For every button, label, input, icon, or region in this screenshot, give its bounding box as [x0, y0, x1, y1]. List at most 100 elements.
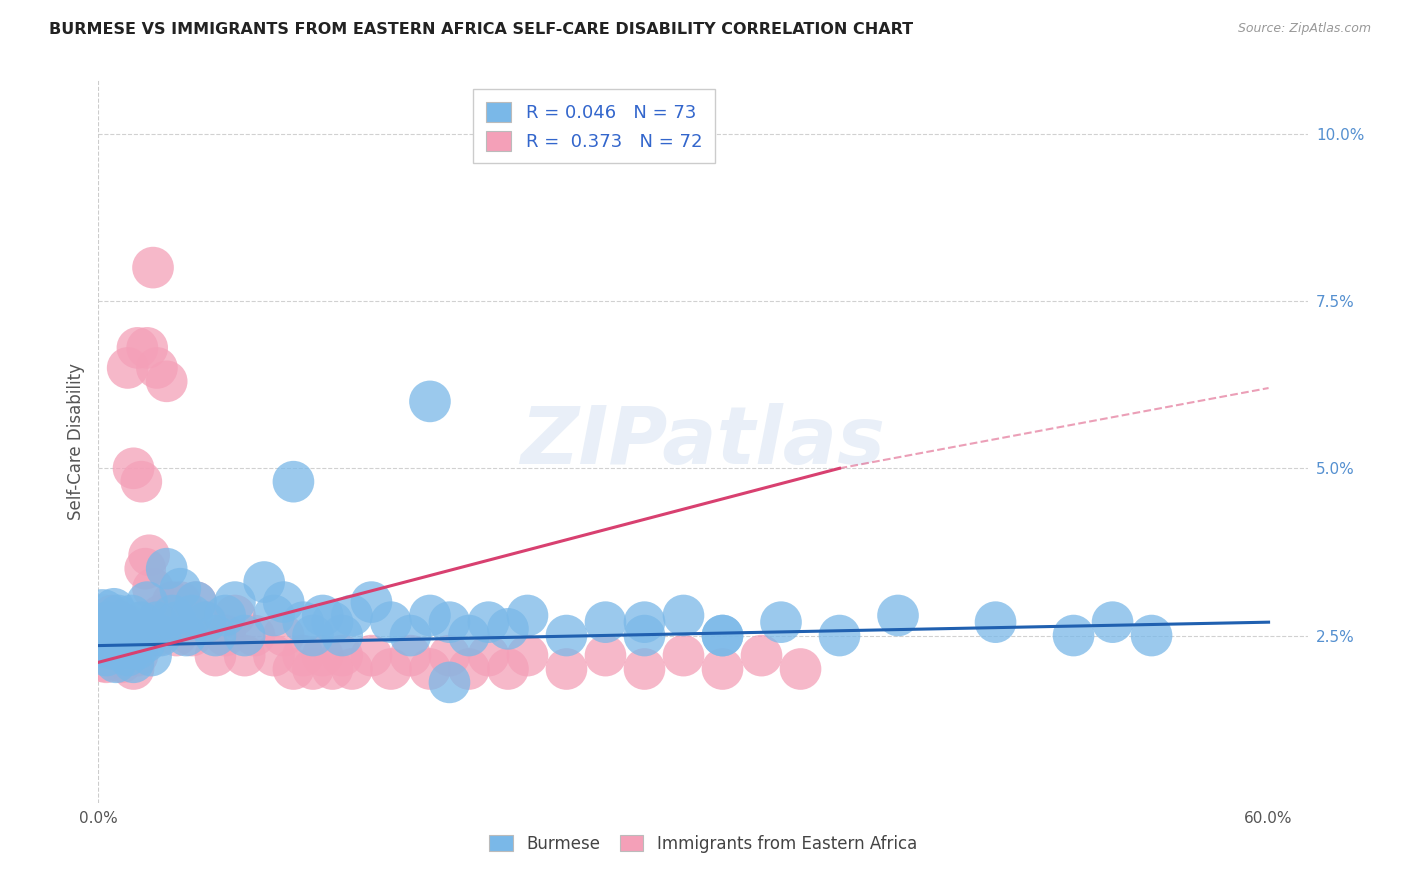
Point: [156, 374, 179, 388]
Point: [214, 608, 236, 623]
Point: [118, 648, 141, 663]
Point: [117, 622, 139, 636]
Point: [101, 642, 124, 657]
Point: [139, 648, 162, 663]
Point: [263, 608, 285, 623]
Point: [321, 662, 343, 676]
Point: [162, 595, 184, 609]
Point: [149, 628, 172, 642]
Point: [828, 628, 851, 642]
Point: [711, 628, 734, 642]
Point: [131, 615, 153, 630]
Point: [769, 615, 792, 630]
Point: [104, 628, 127, 642]
Point: [224, 595, 246, 609]
Point: [142, 582, 165, 596]
Point: [97, 615, 120, 630]
Point: [340, 608, 363, 623]
Point: [312, 608, 335, 623]
Point: [439, 675, 461, 690]
Point: [121, 608, 143, 623]
Point: [477, 615, 499, 630]
Point: [149, 608, 172, 623]
Point: [108, 615, 131, 630]
Point: [96, 655, 118, 669]
Point: [360, 595, 382, 609]
Point: [174, 628, 197, 642]
Point: [112, 615, 135, 630]
Legend: Burmese, Immigrants from Eastern Africa: Burmese, Immigrants from Eastern Africa: [482, 828, 924, 860]
Point: [233, 628, 256, 642]
Point: [273, 628, 295, 642]
Point: [165, 628, 187, 642]
Point: [516, 648, 538, 663]
Point: [124, 635, 146, 649]
Point: [458, 628, 481, 642]
Point: [194, 615, 217, 630]
Point: [711, 628, 734, 642]
Point: [1140, 628, 1163, 642]
Point: [101, 608, 124, 623]
Point: [555, 662, 578, 676]
Point: [312, 648, 335, 663]
Point: [98, 642, 121, 657]
Point: [169, 595, 191, 609]
Point: [516, 608, 538, 623]
Point: [984, 615, 1007, 630]
Point: [595, 648, 617, 663]
Point: [555, 628, 578, 642]
Point: [131, 475, 153, 489]
Point: [253, 574, 276, 589]
Point: [93, 635, 115, 649]
Y-axis label: Self-Care Disability: Self-Care Disability: [66, 363, 84, 520]
Point: [439, 615, 461, 630]
Point: [496, 662, 519, 676]
Point: [181, 628, 204, 642]
Point: [789, 662, 811, 676]
Point: [214, 628, 236, 642]
Point: [273, 595, 295, 609]
Point: [340, 662, 363, 676]
Point: [263, 648, 285, 663]
Point: [302, 628, 325, 642]
Point: [108, 628, 131, 642]
Point: [136, 341, 159, 355]
Point: [156, 615, 179, 630]
Point: [107, 608, 129, 623]
Point: [91, 608, 114, 623]
Point: [302, 662, 325, 676]
Point: [283, 662, 305, 676]
Point: [91, 622, 114, 636]
Point: [134, 635, 156, 649]
Point: [122, 662, 145, 676]
Point: [136, 595, 159, 609]
Text: BURMESE VS IMMIGRANTS FROM EASTERN AFRICA SELF-CARE DISABILITY CORRELATION CHART: BURMESE VS IMMIGRANTS FROM EASTERN AFRIC…: [49, 22, 914, 37]
Point: [330, 628, 353, 642]
Point: [112, 628, 135, 642]
Point: [194, 615, 217, 630]
Text: ZIPatlas: ZIPatlas: [520, 402, 886, 481]
Point: [330, 648, 353, 663]
Point: [89, 628, 111, 642]
Point: [233, 648, 256, 663]
Point: [380, 662, 402, 676]
Point: [184, 595, 207, 609]
Point: [458, 662, 481, 676]
Point: [103, 648, 125, 663]
Point: [114, 642, 136, 657]
Point: [114, 635, 136, 649]
Point: [162, 608, 184, 623]
Point: [419, 394, 441, 409]
Point: [711, 662, 734, 676]
Point: [419, 608, 441, 623]
Text: Source: ZipAtlas.com: Source: ZipAtlas.com: [1237, 22, 1371, 36]
Point: [292, 648, 315, 663]
Point: [98, 622, 121, 636]
Point: [146, 360, 169, 375]
Point: [633, 662, 655, 676]
Point: [595, 615, 617, 630]
Point: [321, 615, 343, 630]
Point: [292, 615, 315, 630]
Point: [117, 360, 139, 375]
Point: [121, 628, 143, 642]
